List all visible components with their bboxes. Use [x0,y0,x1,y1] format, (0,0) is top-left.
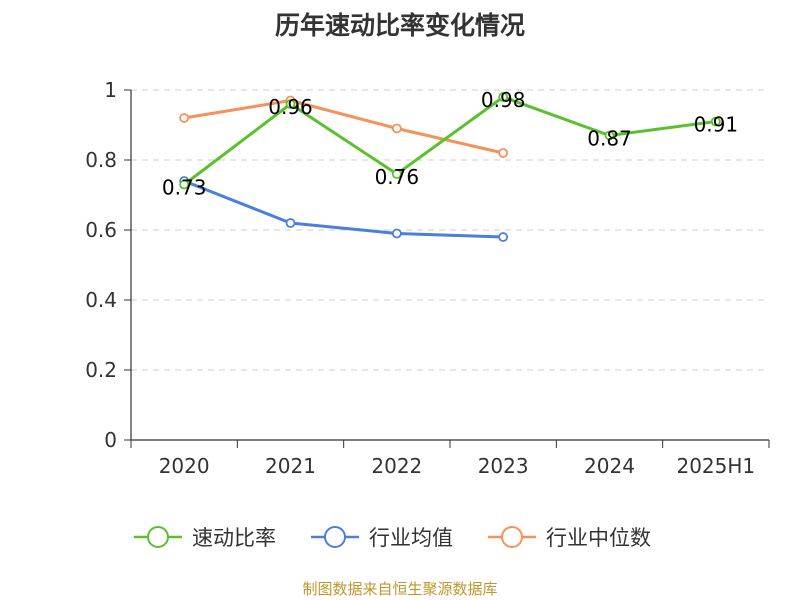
legend-item: 速动比率 [134,526,276,550]
x-tick-label: 2020 [159,454,210,478]
source-note: 制图数据来自恒生聚源数据库 [302,580,497,598]
axes: 0 0.2 0.4 0.6 0.8 1 2020 2021 2022 2023 2024 2025H1 [85,78,770,478]
data-label: 0.98 [481,88,526,112]
grid [131,89,769,371]
data-point [285,218,296,228]
y-tick-label: 0.4 [85,288,117,312]
data-point [498,148,509,158]
y-tick-label: 0.6 [85,218,117,242]
y-tick-label: 0.2 [85,358,117,382]
series-line [183,179,504,239]
data-point [710,116,721,127]
y-tick-label: 0 [104,428,117,452]
legend-label: 行业中位数 [546,526,651,550]
data-label: 0.91 [694,113,739,137]
legend-label: 行业均值 [369,526,453,550]
x-tick-label: 2024 [584,454,635,478]
y-tick-label: 0.8 [85,148,117,172]
data-point [179,179,190,190]
data-point [179,113,190,123]
data-point [391,169,402,179]
legend: 速动比率 行业均值 行业中位数 [134,526,651,550]
series-line [183,95,717,186]
data-labels: 0.73 0.96 0.76 0.98 0.87 0.91 [162,88,738,200]
x-tick-label: 2025H1 [676,454,755,478]
x-tick-label: 2023 [478,454,529,478]
series-quick-ratio [179,92,721,190]
legend-marker [501,526,523,548]
legend-item: 行业均值 [311,526,453,550]
series-line [183,99,504,155]
data-point [391,228,402,239]
series-industry-mean [179,176,509,242]
legend-label: 速动比率 [192,526,276,550]
x-tick-label: 2021 [265,454,316,478]
legend-item: 行业中位数 [488,526,651,550]
data-point [285,99,296,109]
data-point [498,92,509,102]
data-point [498,232,509,242]
legend-marker [324,526,346,548]
data-point [391,123,402,134]
data-label: 0.73 [162,176,207,200]
series-layer [179,92,721,242]
data-label: 0.87 [587,127,632,151]
chart-title: 历年速动比率变化情况 [275,11,525,40]
series-industry-median [179,95,509,158]
x-tick-label: 2022 [371,454,422,478]
data-point [604,130,615,141]
data-label: 0.76 [375,165,420,189]
y-tick-label: 1 [104,78,117,102]
data-label: 0.96 [268,95,313,119]
legend-marker [147,526,169,548]
